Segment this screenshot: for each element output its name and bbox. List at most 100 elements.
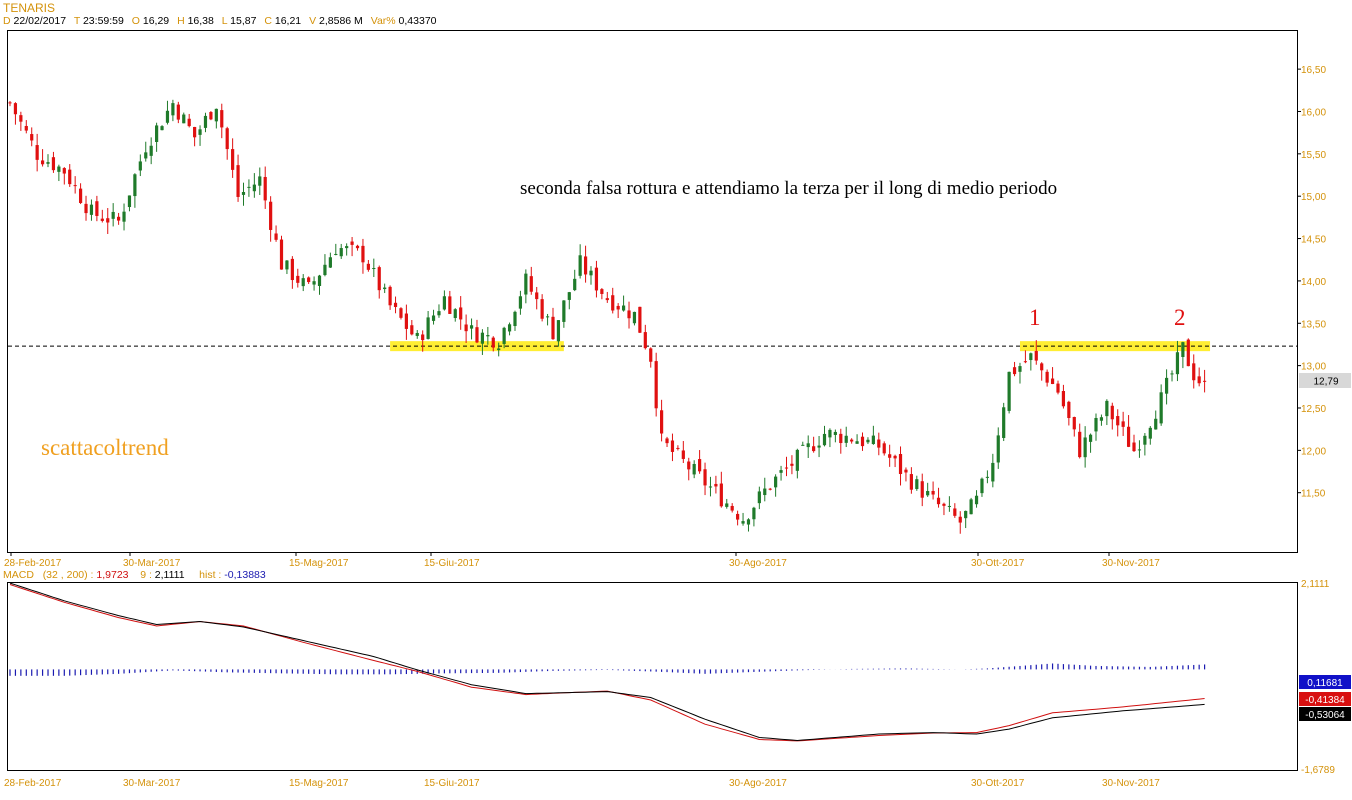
- candle-body: [57, 166, 61, 172]
- candle-body: [8, 102, 12, 104]
- candle-body: [491, 337, 495, 348]
- candle-body: [692, 463, 696, 475]
- candle-body: [144, 152, 148, 159]
- open-key: O: [131, 15, 140, 27]
- candle-body: [877, 439, 881, 448]
- candle-body: [453, 309, 457, 319]
- candle-body: [562, 300, 566, 322]
- signal-value: 2,1111: [154, 569, 185, 581]
- candle-body: [106, 218, 110, 223]
- candle-body: [220, 110, 224, 128]
- candles-group: [8, 99, 1207, 534]
- candle-body: [833, 431, 837, 435]
- macd-y-tick-top: 2,1111: [1301, 579, 1330, 590]
- candle-body: [535, 292, 539, 300]
- candle-body: [127, 195, 132, 208]
- candle-body: [290, 258, 294, 281]
- macd-value-box: [1299, 707, 1351, 721]
- candle-body: [68, 169, 72, 185]
- candle-body: [323, 264, 327, 276]
- candle-body: [974, 495, 979, 505]
- hist-value-box-text: 0,11681: [1307, 678, 1343, 689]
- candle-body: [920, 481, 924, 498]
- candle-body: [149, 145, 153, 156]
- candle-body: [366, 263, 370, 270]
- candle-body: [1050, 378, 1055, 385]
- candle-body: [35, 145, 39, 160]
- candle-body: [931, 490, 935, 495]
- ohlc-info-bar: D 22/02/2017 T 23:59:59 O 16,29 H 16,38 …: [3, 15, 442, 27]
- candle-body: [95, 201, 99, 216]
- candle-body: [393, 302, 398, 308]
- candle-body: [1067, 401, 1071, 419]
- candle-body: [209, 112, 213, 120]
- candle-body: [252, 184, 256, 192]
- y-tick-label: 11,50: [1301, 489, 1326, 500]
- macd-label: MACD: [3, 569, 34, 581]
- y-tick-label: 13,00: [1301, 362, 1326, 373]
- candle-body: [839, 433, 843, 444]
- open-value: 16,29: [142, 15, 170, 27]
- candle-body: [942, 503, 946, 506]
- y-tick-label: 16,00: [1301, 107, 1326, 118]
- last-price-label: 12,79: [1313, 377, 1338, 388]
- candle-body: [165, 110, 170, 123]
- candle-body: [62, 168, 66, 174]
- candle-body: [475, 327, 479, 343]
- candle-body: [698, 459, 702, 472]
- x-tick-label: 15-Giu-2017: [424, 558, 480, 569]
- candle-body: [19, 115, 23, 122]
- candle-body: [632, 311, 637, 324]
- candle-body: [616, 305, 620, 310]
- candle-body: [551, 316, 555, 340]
- candle-body: [361, 245, 365, 263]
- candle-body: [247, 186, 251, 188]
- candle-body: [187, 118, 191, 127]
- varpct-value: 0,43370: [398, 15, 437, 27]
- candle-body: [860, 436, 865, 447]
- x-tick-label: 28-Feb-2017: [4, 558, 62, 569]
- macd-info-bar: MACD (32 , 200) : 1,9723 9 : 2,1111 hist…: [3, 569, 266, 581]
- candle-body: [198, 129, 202, 135]
- candle-body: [936, 497, 941, 505]
- candle-body: [812, 446, 816, 452]
- candle-body: [84, 203, 88, 214]
- candle-body: [730, 505, 734, 511]
- candle-body: [30, 134, 34, 141]
- candle-body: [763, 488, 767, 496]
- candle-body: [279, 239, 284, 270]
- candle-body: [915, 479, 919, 489]
- macd-panel[interactable]: [7, 582, 1298, 771]
- candle-body: [670, 440, 675, 452]
- candle-body: [78, 188, 83, 203]
- candle-body: [985, 476, 989, 478]
- candle-body: [643, 332, 647, 349]
- candle-body: [654, 361, 658, 409]
- price-x-axis: 28-Feb-2017 30-Mar-2017 15-Mag-2017 15-Giu-…: [4, 552, 1160, 569]
- candle-body: [328, 257, 332, 268]
- candle-body: [155, 125, 159, 143]
- candle-body: [556, 320, 561, 342]
- candle-body: [1029, 353, 1033, 361]
- y-tick-label: 15,50: [1301, 150, 1326, 161]
- candle-body: [285, 260, 289, 270]
- macd-line: [9, 582, 1205, 742]
- candle-body: [203, 115, 208, 128]
- low-key: L: [221, 15, 228, 27]
- x-tick-label: 15-Mag-2017: [289, 558, 349, 569]
- candle-body: [355, 245, 360, 249]
- candle-body: [725, 503, 729, 507]
- candle-body: [1197, 376, 1201, 384]
- value-labels: 0,11681 -0,41384 -0,53064: [1299, 675, 1351, 721]
- candle-body: [1083, 437, 1087, 458]
- candle-body: [214, 108, 218, 122]
- candle-body: [193, 126, 197, 138]
- x-tick-label: 30-Ott-2017: [971, 558, 1025, 569]
- y-tick-label: 16,50: [1301, 65, 1326, 76]
- candle-body: [437, 311, 441, 316]
- price-panel[interactable]: [7, 30, 1298, 553]
- candle-body: [676, 447, 680, 449]
- candle-body: [611, 295, 615, 311]
- candle-body: [13, 103, 18, 115]
